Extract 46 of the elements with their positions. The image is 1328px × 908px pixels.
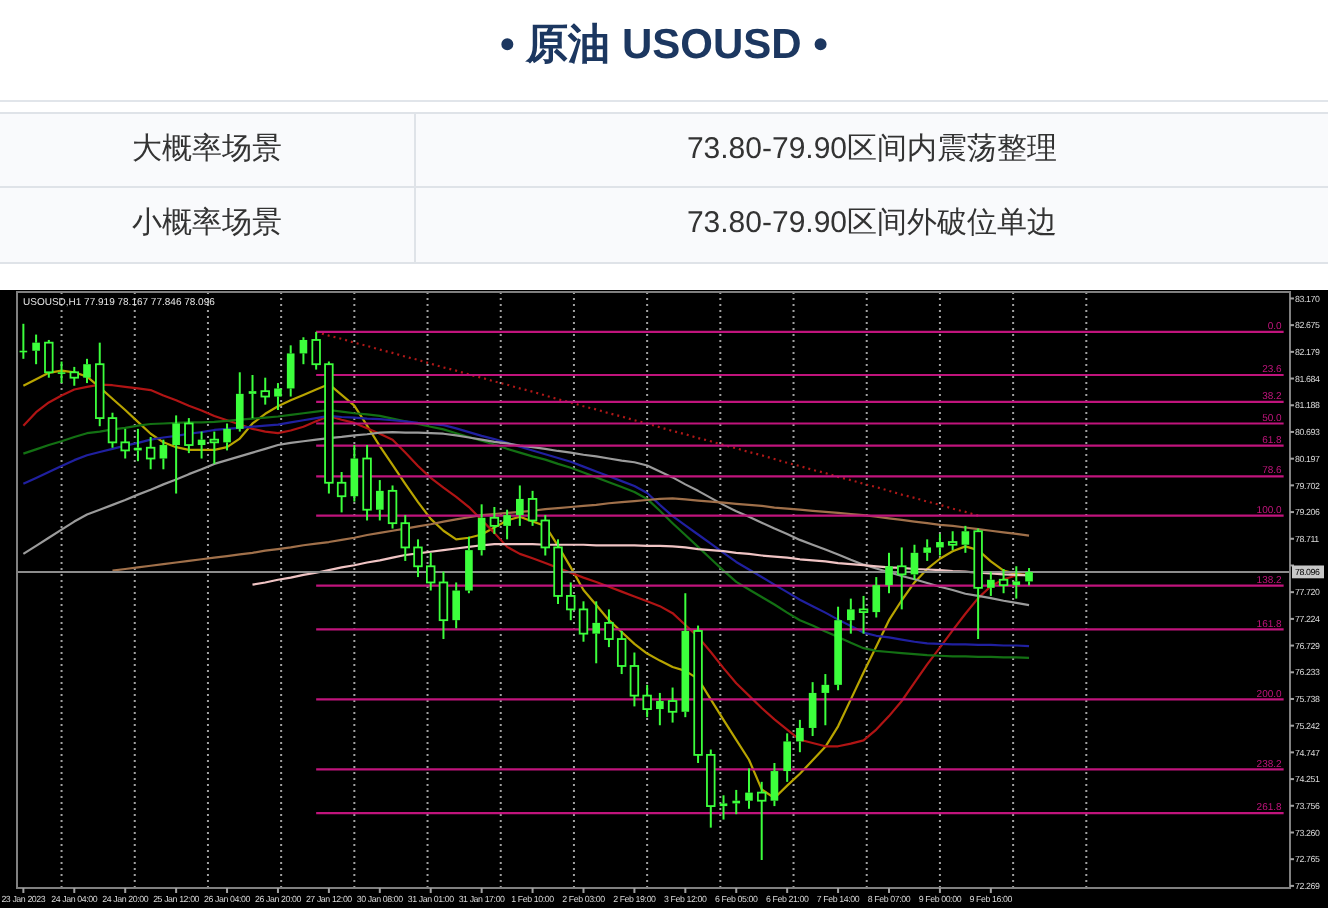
candlestick: [83, 357, 91, 385]
candlestick: [961, 524, 970, 554]
candlestick: [438, 570, 449, 641]
candlestick: [834, 605, 842, 692]
candlestick: [1025, 567, 1033, 587]
candlestick: [1012, 565, 1021, 600]
candlestick: [923, 538, 932, 562]
text: 73.80-79.90区间外破位单边: [684, 204, 1060, 244]
candlestick: [172, 414, 180, 495]
candlestick: [756, 780, 767, 861]
candlestick: [516, 484, 524, 527]
candlestick: [987, 570, 995, 597]
candlestick: [235, 371, 244, 433]
candlestick: [656, 691, 664, 727]
candlestick: [719, 794, 728, 821]
candlestick: [796, 718, 804, 754]
candlestick: [248, 373, 257, 420]
candlestick: [452, 581, 460, 630]
candlestick: [821, 673, 830, 727]
candlestick: [274, 382, 282, 412]
candlestick: [159, 438, 168, 471]
candlestick: [897, 546, 907, 611]
candlestick: [375, 479, 384, 522]
candlestick: [350, 444, 359, 503]
candlestick: [847, 597, 855, 635]
candlestick: [770, 761, 779, 808]
candlestick: [808, 681, 817, 738]
candlestick: [145, 435, 156, 471]
candlestick: [872, 576, 881, 619]
text: 小概率场景: [0, 188, 416, 262]
candlestick: [477, 503, 486, 557]
candlestick: [681, 592, 690, 719]
line-series: [111, 497, 1031, 572]
candlestick: [32, 333, 40, 366]
candlestick: [387, 484, 398, 530]
candlestick: [745, 767, 753, 810]
text: 大概率场景: [0, 114, 416, 188]
candlestick: [936, 532, 944, 557]
text: • 原油 USOUSD •: [0, 0, 1328, 102]
candlestick: [286, 344, 295, 398]
candlestick: [592, 600, 601, 665]
candlestick: [503, 508, 511, 541]
text: 73.80-79.90区间内震荡整理: [684, 130, 1060, 170]
candlestick: [783, 732, 791, 783]
candlestick: [885, 551, 893, 595]
candlestick: [223, 422, 231, 452]
